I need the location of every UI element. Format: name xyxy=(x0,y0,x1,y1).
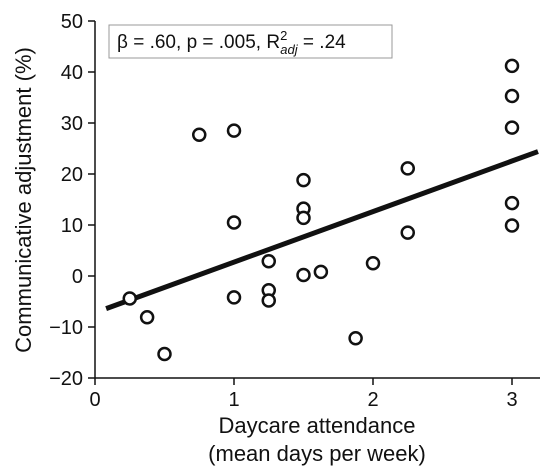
y-tick-label: 20 xyxy=(61,164,83,186)
data-point xyxy=(348,330,363,346)
x-axis-title-line1: Daycare attendance xyxy=(219,413,416,438)
x-tick-label: 3 xyxy=(506,389,517,411)
data-point xyxy=(296,267,311,283)
data-point xyxy=(192,127,207,142)
data-point xyxy=(122,291,137,306)
data-point xyxy=(139,310,155,325)
r2-subscript: adj xyxy=(280,42,298,57)
stats-annotation: β = .60, p = .005, R2 adj = .24 xyxy=(117,28,346,57)
data-points xyxy=(122,58,520,362)
x-tick-label: 2 xyxy=(367,389,378,411)
y-tick-label: 30 xyxy=(61,113,83,135)
data-point xyxy=(226,123,242,138)
data-point xyxy=(313,264,329,280)
x-ticks: 0 1 2 3 xyxy=(89,378,518,411)
data-point xyxy=(296,172,311,188)
data-point xyxy=(226,215,242,230)
r2-superscript: 2 xyxy=(280,28,287,43)
beta-stat: β = .60 xyxy=(117,32,176,53)
x-tick-label: 0 xyxy=(89,389,100,411)
data-point xyxy=(261,253,276,269)
p-stat: p = .005 xyxy=(187,32,256,53)
data-point xyxy=(400,161,415,176)
annotation-separator: , xyxy=(256,32,267,53)
data-point xyxy=(226,290,242,305)
data-point xyxy=(504,218,520,233)
y-tick-label: −20 xyxy=(49,368,83,390)
annotation-separator: , xyxy=(176,32,187,53)
regression-line xyxy=(105,149,539,311)
x-axis-title-line2: (mean days per week) xyxy=(208,441,426,466)
r2-value: = .24 xyxy=(298,32,346,53)
data-point xyxy=(365,256,381,271)
y-tick-label: −10 xyxy=(49,317,83,339)
y-ticks: −20 −10 0 10 20 30 40 50 xyxy=(49,11,95,390)
data-point xyxy=(504,88,520,104)
r2-symbol: R xyxy=(266,32,280,53)
data-point xyxy=(400,225,415,240)
y-tick-label: 10 xyxy=(61,215,83,237)
y-tick-label: 40 xyxy=(61,62,83,84)
data-point xyxy=(504,58,520,74)
y-tick-label: 0 xyxy=(72,266,83,288)
annotation-box xyxy=(108,24,393,59)
data-point xyxy=(261,293,276,308)
x-tick-label: 1 xyxy=(228,389,239,411)
data-point xyxy=(157,346,172,362)
y-axis-title: Communicative adjustment (%) xyxy=(11,47,36,353)
data-point xyxy=(504,120,520,135)
data-point xyxy=(296,210,311,226)
y-tick-label: 50 xyxy=(61,11,83,33)
data-point xyxy=(504,195,520,211)
